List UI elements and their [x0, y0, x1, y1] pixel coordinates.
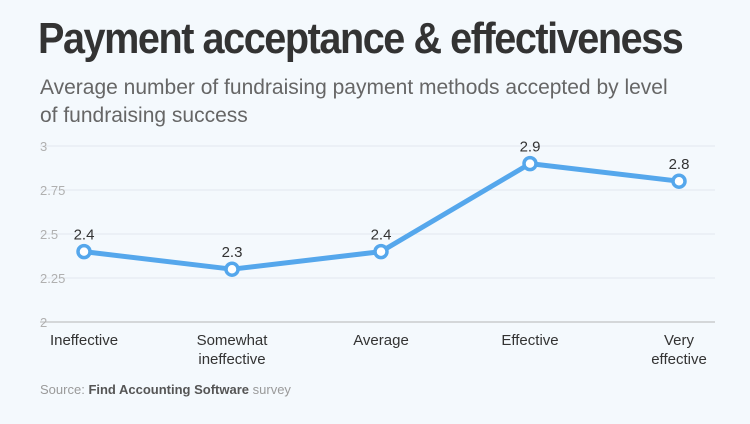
x-tick-label: Effective — [501, 332, 558, 349]
data-point — [76, 243, 92, 260]
data-label: 2.8 — [669, 156, 690, 173]
data-label: 2.4 — [371, 227, 392, 244]
source-name: Find Accounting Software — [88, 382, 250, 397]
data-points — [76, 155, 687, 277]
data-point — [522, 155, 538, 172]
x-tick-label-line: Somewhat — [197, 332, 269, 349]
data-label: 2.4 — [74, 227, 95, 244]
data-label: 2.9 — [520, 139, 541, 156]
data-point — [671, 173, 687, 189]
x-tick-label-line: effective — [651, 351, 707, 368]
x-tick-label: Average — [353, 332, 409, 349]
y-axis-ticks: 2 2.25 2.5 2.75 3 — [40, 139, 65, 330]
x-tick-label: Very effective — [651, 332, 707, 368]
x-tick-label-line: Very — [664, 332, 695, 349]
source-prefix: Source: — [40, 382, 85, 397]
source-note: Source: Find Accounting Software survey — [40, 382, 291, 397]
source-suffix: survey — [252, 382, 291, 397]
x-tick-label-line: ineffective — [198, 351, 265, 368]
chart-subtitle: Average number of fundraising payment me… — [40, 76, 668, 127]
data-point — [224, 261, 240, 277]
chart-title: Payment acceptance & effectiveness — [38, 14, 684, 63]
x-axis-ticks: Ineffective Somewhat ineffective Average Eff… — [50, 332, 707, 368]
y-tick-label: 2.5 — [40, 227, 58, 242]
y-tick-label: 2.75 — [40, 183, 65, 198]
x-tick-label-line: Average — [353, 332, 409, 349]
data-label: 2.3 — [222, 244, 243, 261]
grid-lines — [40, 145, 715, 323]
x-tick-label-line: Effective — [501, 332, 558, 349]
y-tick-label: 3 — [40, 139, 47, 154]
x-tick-label: Ineffective — [50, 332, 118, 349]
x-tick-label: Somewhat ineffective — [197, 332, 269, 368]
x-tick-label-line: Ineffective — [50, 332, 118, 349]
y-tick-label: 2.25 — [40, 271, 65, 286]
data-point — [373, 243, 389, 260]
y-tick-label: 2 — [40, 315, 47, 330]
data-labels: 2.4 2.3 2.4 2.9 2.8 — [74, 139, 690, 262]
